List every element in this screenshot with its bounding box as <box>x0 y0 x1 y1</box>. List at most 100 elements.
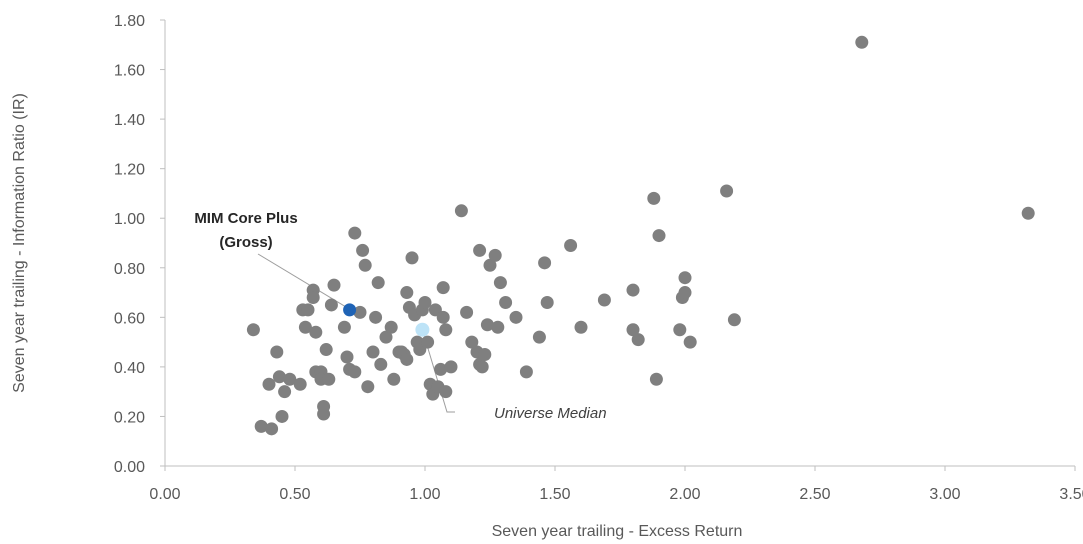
universe-point <box>855 35 869 49</box>
universe-point <box>564 238 578 252</box>
universe-point <box>400 286 414 300</box>
y-tick-label: 1.00 <box>114 211 145 228</box>
universe-point <box>293 377 307 391</box>
universe-point <box>301 303 315 317</box>
universe-point <box>371 276 385 290</box>
universe-point <box>652 229 666 243</box>
universe-point <box>574 320 588 334</box>
annotation-universe-median: Universe Median <box>494 405 607 422</box>
universe-point <box>317 400 331 414</box>
universe-point <box>678 286 692 300</box>
universe-point <box>306 291 320 305</box>
universe-point <box>353 305 367 319</box>
universe-point <box>418 295 432 309</box>
universe-point <box>265 422 279 436</box>
y-tick-label: 0.20 <box>114 409 145 426</box>
universe-point <box>436 281 450 295</box>
universe-median-point <box>415 322 430 337</box>
y-tick-label: 1.60 <box>114 63 145 80</box>
universe-point <box>275 409 289 423</box>
universe-point <box>369 310 383 324</box>
universe-point <box>488 248 502 262</box>
universe-point <box>683 335 697 349</box>
universe-point <box>480 318 494 332</box>
universe-point <box>678 271 692 285</box>
y-tick-label: 1.80 <box>114 13 145 30</box>
universe-point <box>1021 206 1035 220</box>
universe-point <box>434 362 448 376</box>
x-tick-label: 0.50 <box>279 486 310 503</box>
x-tick-label: 2.00 <box>669 486 700 503</box>
universe-point <box>361 380 375 394</box>
x-tick-label: 1.00 <box>409 486 440 503</box>
x-tick-label: 3.50 <box>1059 486 1083 503</box>
universe-point <box>727 313 741 327</box>
universe-point <box>272 370 286 384</box>
y-tick-label: 0.80 <box>114 261 145 278</box>
universe-point <box>597 293 611 307</box>
axes <box>160 19 1076 471</box>
y-tick-label: 0.00 <box>114 459 145 476</box>
universe-point <box>400 352 414 366</box>
y-axis-title: Seven year trailing - Information Ratio … <box>11 93 28 393</box>
universe-point <box>439 385 453 399</box>
universe-point <box>421 335 435 349</box>
universe-point <box>358 258 372 272</box>
universe-point <box>499 295 513 309</box>
x-axis-title: Seven year trailing - Excess Return <box>492 523 743 540</box>
universe-point <box>475 360 489 374</box>
universe-point <box>626 323 640 337</box>
universe-point <box>439 323 453 337</box>
annotation-mim-core-plus-line2: (Gross) <box>219 234 272 251</box>
universe-point <box>478 348 492 361</box>
universe-point <box>509 310 523 324</box>
universe-point <box>626 283 640 297</box>
annotations: MIM Core Plus (Gross) Universe Median <box>194 210 606 422</box>
universe-point <box>337 320 351 334</box>
universe-point <box>374 357 388 371</box>
universe-point <box>532 330 546 344</box>
universe-point <box>491 320 505 334</box>
universe-point <box>483 258 497 272</box>
universe-point <box>538 256 552 270</box>
universe-point <box>444 360 458 374</box>
universe-point <box>348 365 362 379</box>
mim-core-plus-point <box>343 303 357 317</box>
universe-point <box>436 310 450 324</box>
y-tick-label: 1.20 <box>114 162 145 179</box>
universe-point <box>309 325 323 339</box>
universe-point <box>405 251 419 265</box>
y-tick-label: 0.60 <box>114 310 145 327</box>
universe-point <box>324 298 338 312</box>
x-tick-label: 0.00 <box>149 486 180 503</box>
universe-point <box>465 335 479 349</box>
universe-point <box>246 323 260 337</box>
universe-point <box>262 377 276 391</box>
universe-point <box>366 345 380 359</box>
data-points <box>246 35 1035 436</box>
universe-point <box>454 204 468 218</box>
universe-point <box>540 295 554 309</box>
universe-point <box>493 276 507 290</box>
universe-point <box>460 305 474 319</box>
universe-point <box>356 243 370 257</box>
universe-point <box>270 345 284 359</box>
y-tick-label: 0.40 <box>114 360 145 377</box>
y-tick-label: 1.40 <box>114 112 145 129</box>
annotation-mim-core-plus-line1: MIM Core Plus <box>194 210 297 227</box>
universe-point <box>379 330 393 344</box>
tick-labels: 0.00 0.50 1.00 1.50 2.00 2.50 3.00 3.50 0.00 0.20… <box>114 13 1083 503</box>
universe-point <box>322 372 336 386</box>
universe-point <box>720 184 734 198</box>
universe-point <box>348 226 362 240</box>
universe-point <box>298 320 312 334</box>
universe-point <box>283 372 297 386</box>
universe-point <box>278 385 292 399</box>
leader-line-universe-median <box>421 329 455 413</box>
universe-point <box>673 323 687 337</box>
universe-point <box>649 372 663 386</box>
universe-point <box>254 419 268 433</box>
universe-point <box>519 365 533 379</box>
universe-point <box>327 278 341 292</box>
